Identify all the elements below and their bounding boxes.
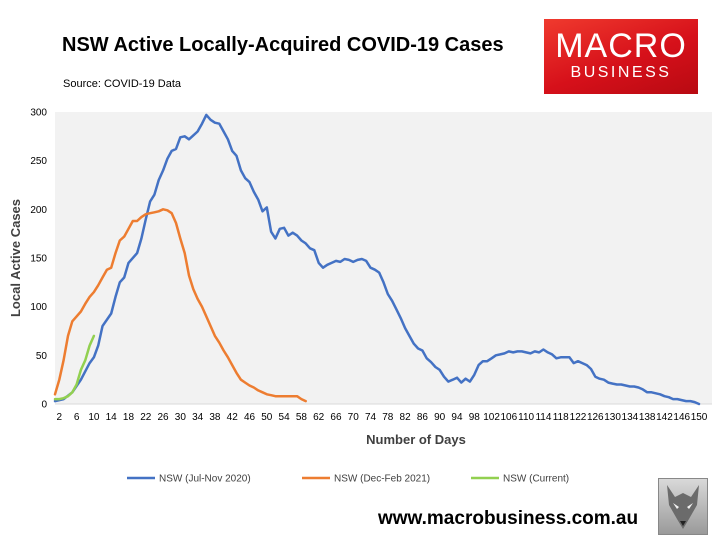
x-tick-label: 86: [417, 412, 429, 423]
x-tick-label: 46: [244, 412, 256, 423]
x-tick-label: 54: [279, 412, 291, 423]
legend: NSW (Jul-Nov 2020) NSW (Dec-Feb 2021) NSW …: [127, 474, 569, 485]
wolf-logo-icon: [658, 478, 708, 535]
chart-title: NSW Active Locally-Acquired COVID-19 Cas…: [62, 34, 504, 56]
legend-label: NSW (Dec-Feb 2021): [334, 474, 430, 485]
chart-source: Source: COVID-19 Data: [63, 78, 181, 90]
x-tick-label: 98: [469, 412, 481, 423]
x-tick-label: 142: [656, 412, 673, 423]
plot-area: [55, 112, 712, 404]
x-tick-label: 122: [570, 412, 587, 423]
x-tick-label: 30: [175, 412, 187, 423]
y-tick-label: 200: [30, 205, 47, 216]
y-tick-label: 300: [30, 108, 47, 119]
x-tick-label: 94: [451, 412, 463, 423]
y-axis-ticks: 0 50 100 150 200 250 300: [30, 108, 47, 411]
legend-label: NSW (Jul-Nov 2020): [159, 474, 251, 485]
website-url: www.macrobusiness.com.au: [378, 508, 639, 529]
x-axis-title: Number of Days: [366, 432, 466, 447]
x-tick-label: 14: [106, 412, 118, 423]
x-tick-label: 38: [209, 412, 221, 423]
x-tick-label: 50: [261, 412, 273, 423]
x-tick-label: 138: [639, 412, 656, 423]
x-axis-ticks: 2 6 10 14 18 22 26 30 34 38 42 46 50 54 58 62 66 70 74 78 82…: [57, 412, 708, 423]
logo-line2: BUSINESS: [570, 64, 672, 81]
x-tick-label: 34: [192, 412, 204, 423]
x-tick-label: 18: [123, 412, 135, 423]
y-axis-title: Local Active Cases: [8, 199, 23, 317]
series-line: [53, 334, 96, 401]
x-tick-label: 2: [57, 412, 63, 423]
x-tick-label: 114: [535, 412, 551, 423]
legend-label: NSW (Current): [503, 474, 569, 485]
logo-line1: MACRO: [555, 27, 687, 65]
x-tick-label: 58: [296, 412, 308, 423]
y-tick-label: 0: [41, 400, 47, 411]
x-tick-label: 42: [227, 412, 239, 423]
x-tick-label: 118: [553, 412, 569, 423]
x-tick-label: 82: [400, 412, 412, 423]
y-tick-label: 50: [36, 351, 48, 362]
x-tick-label: 146: [673, 412, 690, 423]
series-line: [53, 113, 701, 406]
x-tick-label: 66: [330, 412, 342, 423]
x-tick-label: 106: [501, 412, 518, 423]
macrobusiness-logo: MACRO BUSINESS: [544, 19, 698, 94]
x-tick-label: 102: [483, 412, 500, 423]
y-tick-label: 100: [30, 302, 47, 313]
y-tick-label: 150: [30, 254, 47, 265]
x-tick-label: 6: [74, 412, 80, 423]
x-tick-label: 74: [365, 412, 377, 423]
y-tick-label: 250: [30, 156, 47, 167]
x-tick-label: 22: [140, 412, 152, 423]
x-tick-label: 90: [434, 412, 446, 423]
x-tick-label: 26: [157, 412, 169, 423]
x-tick-label: 130: [604, 412, 621, 423]
x-tick-label: 150: [691, 412, 708, 423]
x-tick-label: 10: [88, 412, 100, 423]
x-tick-label: 134: [622, 412, 639, 423]
x-tick-label: 62: [313, 412, 325, 423]
x-tick-label: 78: [382, 412, 394, 423]
series-line: [53, 208, 307, 403]
series-lines: [53, 113, 701, 406]
x-tick-label: 110: [518, 412, 534, 423]
x-tick-label: 126: [587, 412, 604, 423]
x-tick-label: 70: [348, 412, 360, 423]
